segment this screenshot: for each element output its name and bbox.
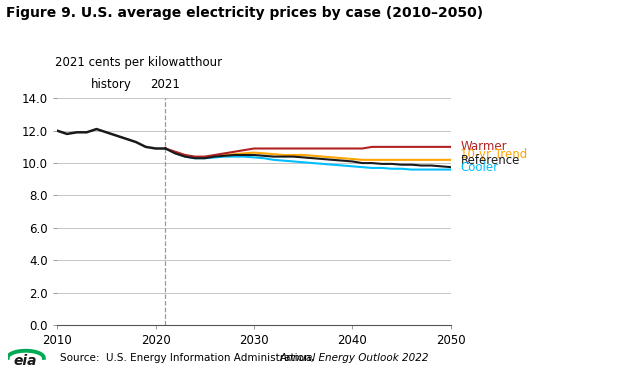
Text: Figure 9. U.S. average electricity prices by case (2010–2050): Figure 9. U.S. average electricity price… [6, 6, 483, 20]
Text: Annual Energy Outlook 2022: Annual Energy Outlook 2022 [279, 353, 429, 363]
Text: Source:  U.S. Energy Information Administration,: Source: U.S. Energy Information Administ… [60, 353, 318, 363]
Text: history: history [91, 78, 131, 91]
Text: eia: eia [14, 354, 37, 368]
Text: Cooler: Cooler [460, 161, 498, 174]
Text: 2021 cents per kilowatthour: 2021 cents per kilowatthour [55, 56, 222, 69]
Text: 10-yr Trend: 10-yr Trend [460, 148, 528, 161]
Text: Warmer: Warmer [460, 139, 507, 153]
Text: 2021: 2021 [150, 78, 180, 91]
Text: Reference: Reference [460, 154, 520, 167]
